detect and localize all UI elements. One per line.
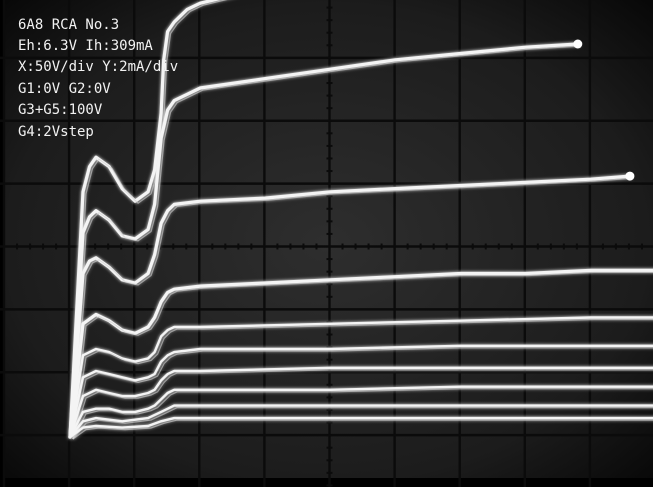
plate-curve-4-retrace [72,271,653,440]
plate-curve-8-retrace [72,388,653,440]
grid4-step-annotation: G4:2Vstep [18,124,94,140]
plate-curve-10 [68,416,653,439]
plate-curve-3 [68,174,632,439]
plate-curve-2 [68,42,580,439]
trace-group [68,0,653,440]
grid1-grid2-annotation: G1:0V G2:0V [18,81,111,97]
screen-bezel-left [0,0,4,487]
plate-curve-5-retrace [72,318,653,440]
chart-title: 6A8 RCA No.3 [18,17,119,33]
plate-curve-2-retrace [72,45,581,440]
legend-block: 6A8 RCA No.3 Eh:6.3V Ih:309mA X:50V/div … [18,17,178,140]
scale-annotation: X:50V/div Y:2mA/div [18,59,178,75]
screen-bezel-bottom [0,478,653,487]
grid3-grid5-annotation: G3+G5:100V [18,102,103,118]
curve-end-dot-3 [625,171,635,181]
plate-curve-9-retrace [72,407,653,440]
trace-end-dots [573,39,635,181]
curve-end-dot-2 [573,39,583,49]
plate-curve-6 [68,344,653,439]
plate-curve-5 [68,316,653,439]
plate-curve-8 [68,385,653,439]
plate-curve-7 [68,366,653,439]
heater-annotation: Eh:6.3V Ih:309mA [18,38,153,54]
plate-curve-3-retrace [72,177,633,440]
plate-curve-6-retrace [72,347,653,440]
plate-curve-1-retrace [72,0,228,440]
plate-curve-7-retrace [72,369,653,440]
plate-curve-10-retrace [72,419,653,440]
plate-curve-9 [68,404,653,439]
